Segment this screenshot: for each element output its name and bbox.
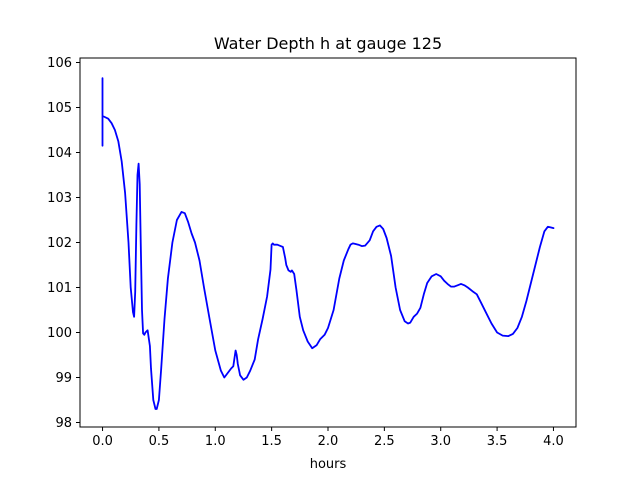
chart-title: Water Depth h at gauge 125	[214, 34, 442, 53]
plot-frame	[79, 57, 577, 428]
series-line	[101, 77, 555, 410]
x-tick-label: 1.0	[205, 434, 226, 449]
x-tick-label: 3.5	[487, 434, 508, 449]
y-tick-label: 103	[47, 191, 72, 206]
x-tick-label: 2.0	[318, 434, 339, 449]
x-tick-label: 0.0	[92, 434, 113, 449]
y-tick-label: 100	[47, 326, 72, 341]
y-tick-label: 106	[47, 56, 72, 71]
x-tick-label: 2.5	[374, 434, 395, 449]
y-tick-label: 99	[55, 371, 72, 386]
x-tick-label: 1.5	[261, 434, 282, 449]
y-tick-label: 105	[47, 101, 72, 116]
x-tick-label: 4.0	[543, 434, 564, 449]
y-tick-label: 101	[47, 281, 72, 296]
plot-area	[101, 77, 555, 410]
y-axis: 98 99 100 101 102 103 104 105 106	[47, 56, 80, 431]
x-tick-label: 0.5	[149, 434, 170, 449]
y-tick-label: 104	[47, 146, 72, 161]
x-tick-label: 3.0	[430, 434, 451, 449]
y-tick-label: 102	[47, 236, 72, 251]
x-axis: 0.0 0.5 1.0 1.5 2.0 2.5 3.0 3.5 4.0	[92, 427, 564, 449]
x-axis-label: hours	[310, 457, 347, 472]
y-tick-label: 98	[55, 416, 72, 431]
